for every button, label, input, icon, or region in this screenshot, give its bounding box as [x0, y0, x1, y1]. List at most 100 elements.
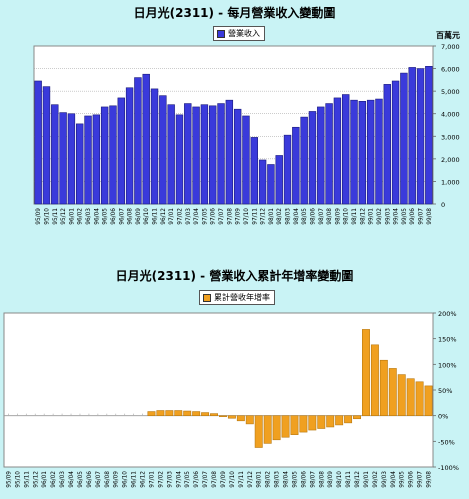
x-tick-label: 97/11 — [252, 208, 258, 225]
plot-area — [3, 312, 434, 468]
x-tick-label: 98/12 — [355, 471, 361, 488]
bar — [175, 114, 184, 205]
bar — [353, 415, 361, 420]
x-tick-label: 97/09 — [236, 208, 242, 225]
bar — [299, 415, 308, 433]
x-tick-label: 99/03 — [382, 471, 388, 488]
bar — [350, 99, 358, 205]
bar — [34, 80, 42, 205]
x-tick-label: 97/03 — [186, 208, 192, 225]
bar — [391, 80, 400, 205]
x-tick-label: 99/03 — [385, 208, 391, 225]
x-tick-label: 97/07 — [219, 208, 225, 225]
bar — [362, 329, 370, 416]
x-tick-label: 99/02 — [377, 208, 383, 225]
growth-legend-label: 累計營收年增率 — [214, 293, 270, 302]
x-tick-label: 98/04 — [294, 208, 300, 225]
y-tick-label: 7,000 — [441, 43, 460, 51]
bar — [308, 111, 317, 205]
bar — [192, 411, 201, 416]
x-tick-label: 97/10 — [230, 471, 236, 488]
x-tick-label: 98/02 — [266, 471, 272, 488]
bar — [125, 87, 134, 205]
bar — [59, 112, 67, 205]
growth-chart-title: 日月光(2311) - 營業收入累計年增率變動圖 — [115, 269, 354, 283]
bar — [342, 94, 350, 205]
bar — [283, 134, 292, 205]
y-tick-label: 0 — [441, 201, 445, 209]
growth-chart-panel: 日月光(2311) - 營業收入累計年增率變動圖 累計營收年增率 -100% -5… — [0, 245, 469, 499]
bar — [281, 415, 290, 438]
bar — [84, 115, 92, 205]
bar — [406, 378, 415, 416]
bar — [242, 115, 250, 205]
y-tick-label: -100% — [438, 464, 459, 472]
x-tick-label: 97/01 — [169, 208, 175, 225]
y-tick-label: 6,000 — [441, 66, 460, 74]
bar — [416, 68, 425, 205]
y-tick-label: 4,000 — [441, 111, 460, 119]
growth-chart: -100%-50%0%50%100%150%200%95/09 95/10 95/1… — [3, 310, 459, 488]
x-tick-label: 96/03 — [86, 208, 92, 225]
x-tick-label: 98/06 — [301, 471, 307, 488]
x-tick-label: 99/05 — [402, 208, 408, 225]
x-tick-label: 97/12 — [248, 471, 254, 488]
bar — [317, 415, 326, 429]
x-tick-label: 99/05 — [400, 471, 406, 488]
bar — [51, 104, 59, 205]
bar — [272, 415, 281, 441]
y-tick-label: 5,000 — [441, 88, 460, 96]
bar — [134, 77, 142, 205]
x-tick-label: 96/10 — [123, 471, 129, 488]
bar — [92, 114, 101, 205]
x-tick-label: 96/02 — [78, 208, 84, 225]
x-tick-label: 98/07 — [310, 471, 316, 488]
x-tick-label: 99/04 — [394, 208, 400, 225]
x-tick-label: 96/08 — [128, 208, 134, 225]
bar — [200, 104, 209, 205]
x-tick-label: 98/05 — [292, 471, 298, 488]
x-tick-label: 98/01 — [269, 208, 275, 225]
bar — [210, 413, 218, 416]
x-tick-label: 96/06 — [87, 471, 93, 488]
x-tick-label: 96/05 — [78, 471, 84, 488]
bar — [325, 103, 333, 205]
x-tick-label: 97/01 — [149, 471, 155, 488]
bar — [245, 415, 254, 425]
x-tick-label: 98/10 — [337, 471, 343, 488]
x-tick-label: 98/06 — [310, 208, 316, 225]
x-tick-label: 96/01 — [69, 208, 75, 225]
bar — [209, 105, 217, 205]
x-tick-label: 97/03 — [167, 471, 173, 488]
x-tick-label: 98/08 — [319, 471, 325, 488]
bar — [400, 72, 408, 205]
bar — [267, 164, 275, 205]
x-tick-label: 95/12 — [61, 208, 67, 225]
growth-legend: 累計營收年增率 — [199, 290, 275, 305]
bar — [156, 410, 165, 416]
bar — [335, 415, 344, 426]
revenue-chart: 0 1,000 2,000 3,000 4,000 5,000 6,000 7,000 95/0… — [33, 43, 460, 225]
x-tick-label: 95/10 — [15, 471, 21, 488]
x-tick-label: 98/11 — [352, 208, 358, 225]
x-tick-label: 97/11 — [239, 471, 245, 488]
bar — [358, 101, 367, 205]
revenue-unit-label: 百萬元 — [436, 31, 460, 40]
x-tick-label: 97/02 — [158, 471, 164, 488]
growth-legend-swatch — [203, 293, 211, 302]
x-tick-label: 97/12 — [261, 208, 267, 225]
bar — [408, 67, 416, 205]
x-tick-label: 98/09 — [335, 208, 341, 225]
x-tick-label: 98/01 — [257, 471, 263, 488]
x-tick-label: 96/03 — [60, 471, 66, 488]
bar — [225, 99, 234, 205]
bar — [415, 381, 424, 416]
x-tick-label: 99/01 — [364, 471, 370, 488]
y-tick-label: 1,000 — [441, 178, 460, 186]
x-tick-label: 99/08 — [427, 471, 433, 488]
bar — [250, 137, 258, 205]
x-tick-label: 96/01 — [42, 471, 48, 488]
x-tick-label: 99/02 — [373, 471, 379, 488]
x-tick-label: 98/08 — [327, 208, 333, 225]
x-tick-label: 97/04 — [176, 471, 182, 488]
